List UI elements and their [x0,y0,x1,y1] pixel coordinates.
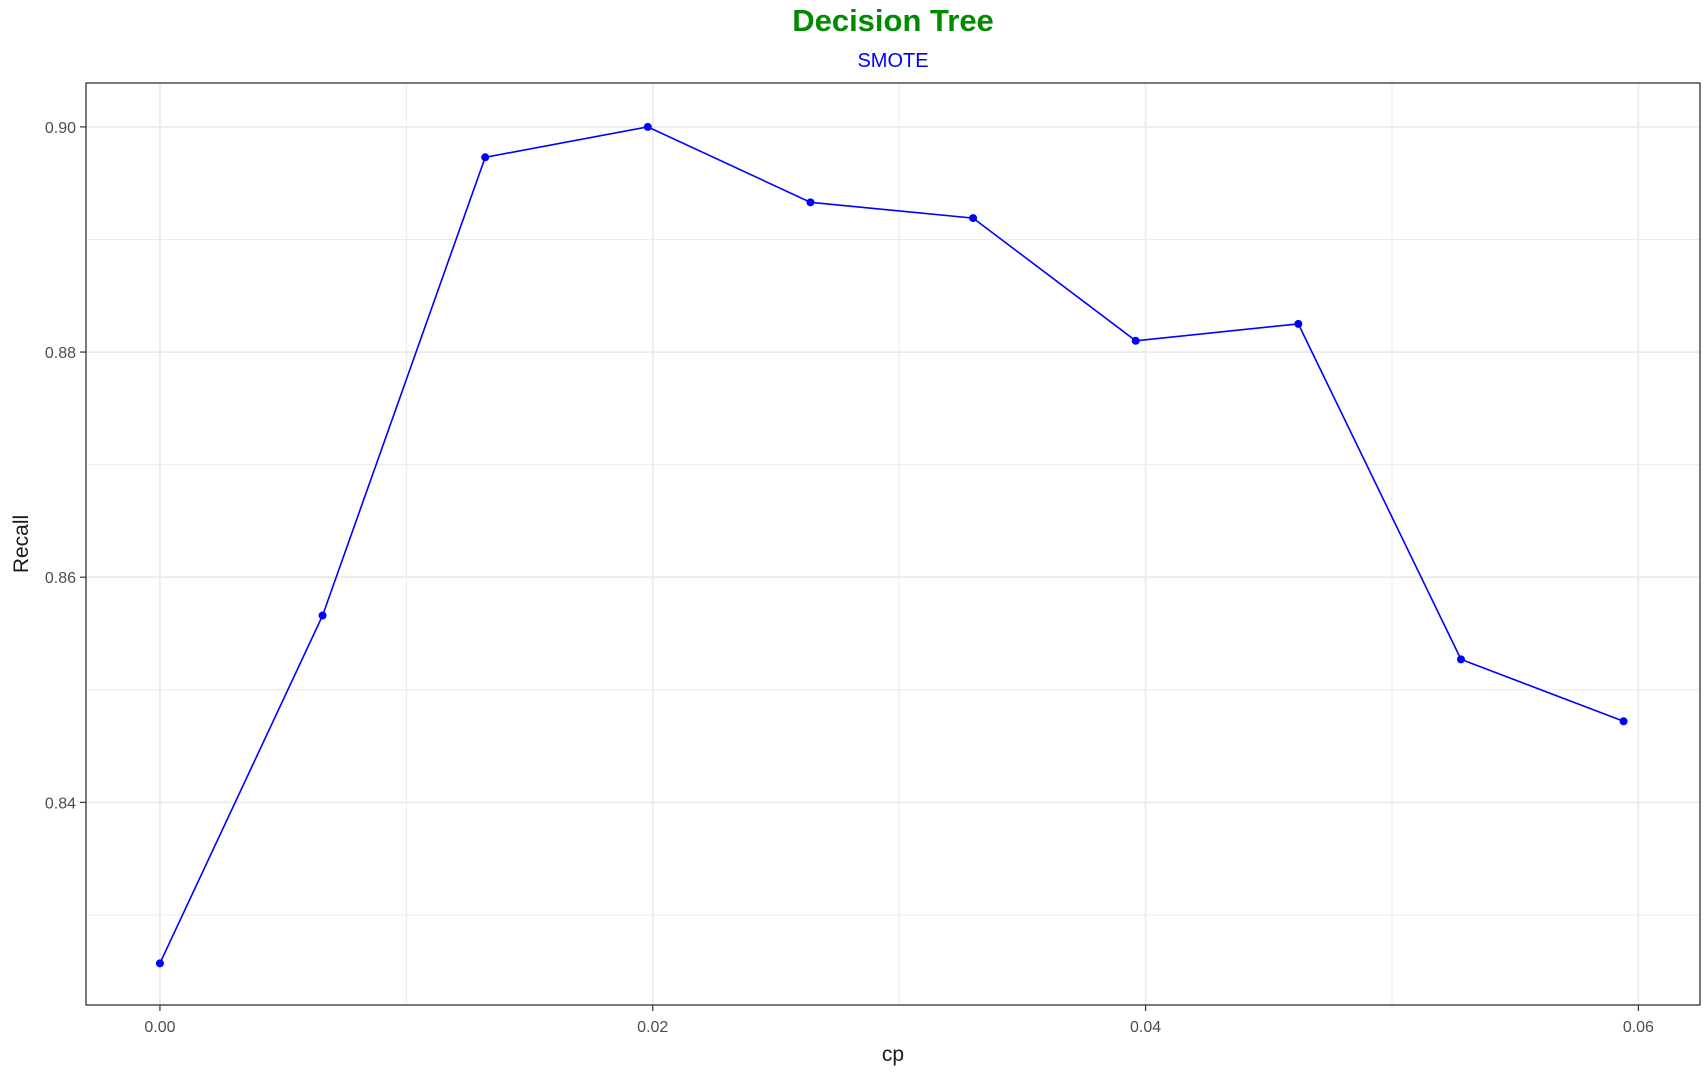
series-line [159,126,1624,964]
data-point [481,153,490,162]
panel-border [85,82,1701,1006]
data-point [318,611,327,620]
data-point [969,214,978,223]
x-tick-label: 0.06 [1623,1019,1654,1036]
y-tick-label: 0.90 [45,120,76,137]
x-axis-title: cp [882,1043,904,1066]
data-point [1619,717,1628,726]
y-tick-label: 0.84 [45,795,76,812]
data-point [806,198,815,207]
series-layer [155,122,1628,968]
y-tick-label: 0.88 [45,345,76,362]
data-point [1131,336,1140,345]
x-tick-label: 0.04 [1130,1019,1161,1036]
x-tick-label: 0.02 [637,1019,668,1036]
chart-title: Decision Tree [792,3,994,38]
tick-labels: 0.00 0.02 0.04 0.06 0.84 0.86 0.88 0.90 [45,120,1654,1036]
data-point [1294,319,1303,328]
gridlines [86,83,1700,1005]
y-axis-title: Recall [10,515,33,573]
data-point [1456,655,1465,664]
data-point [643,122,652,131]
x-tick-label: 0.00 [144,1019,175,1036]
data-point [155,959,164,968]
y-tick-label: 0.86 [45,570,76,587]
chart-subtitle: SMOTE [857,50,928,72]
